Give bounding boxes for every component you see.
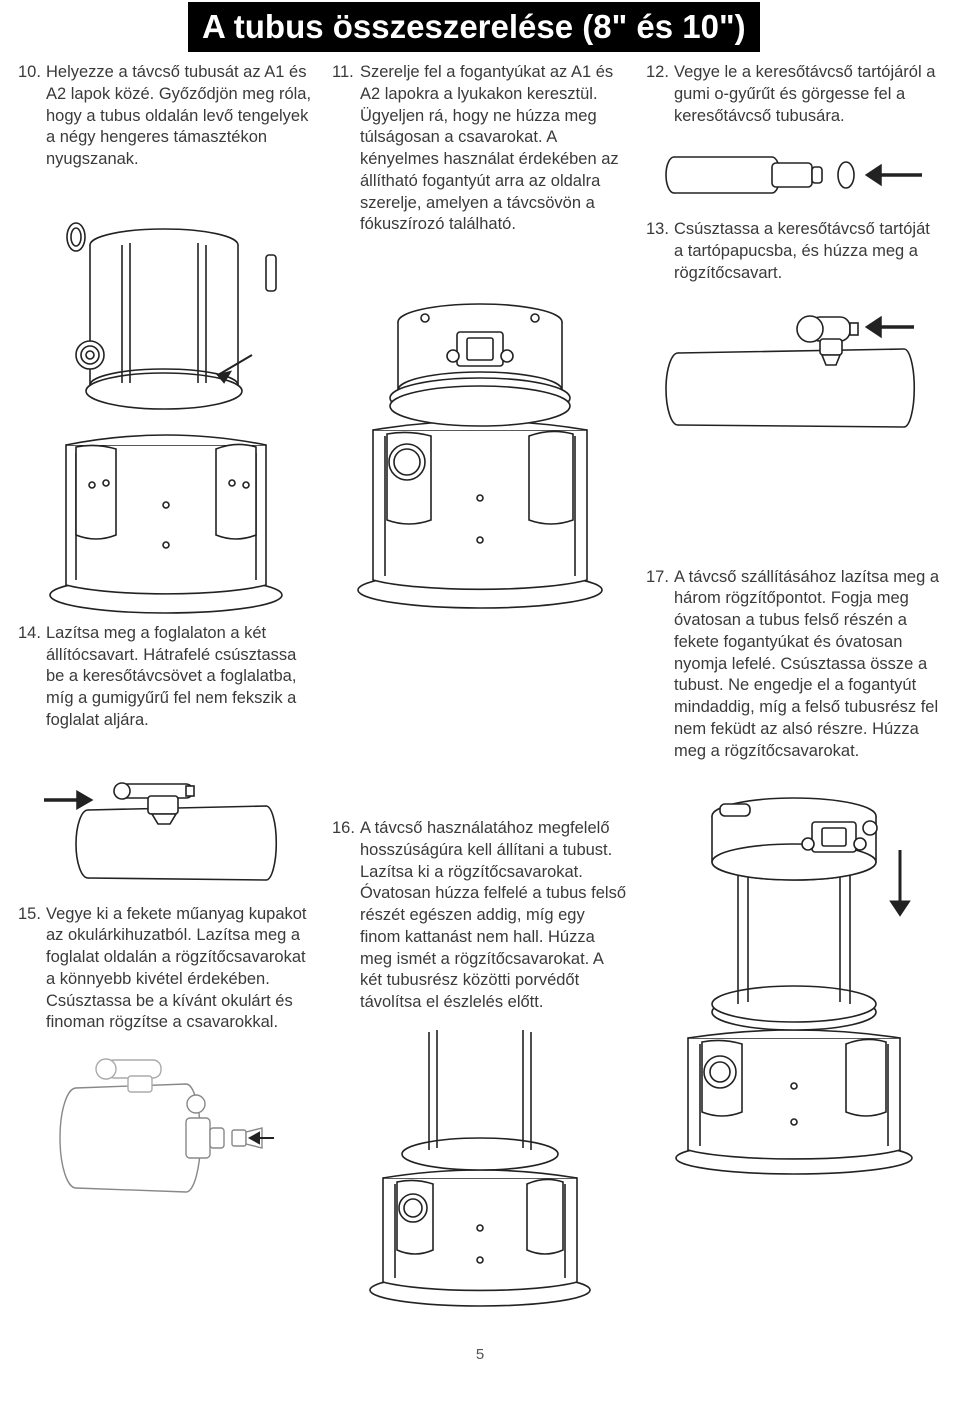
step-body: Vegye ki a fekete műanyag kupakot az oku…	[46, 904, 314, 1035]
instruction-columns: 10. Helyezze a távcső tubusát az A1 és A…	[18, 62, 942, 1316]
step-17: 17. A távcső szállításához lazítsa meg a…	[646, 567, 942, 763]
step-number: 15.	[18, 904, 46, 1035]
illustration-14	[36, 746, 296, 896]
step-number: 17.	[646, 567, 674, 763]
step-number: 10.	[18, 62, 46, 171]
step-body: A távcső szállításához lazítsa meg a hár…	[674, 567, 942, 763]
illustration-10	[36, 185, 296, 615]
illustration-13	[654, 299, 934, 439]
step-number: 11.	[332, 62, 360, 236]
step-12: 12. Vegye le a keresőtávcső tartójáról a…	[646, 62, 942, 127]
step-body: Lazítsa meg a foglalaton a két állítócsa…	[46, 623, 314, 732]
illustration-15	[36, 1048, 296, 1218]
step-body: Helyezze a távcső tubusát az A1 és A2 la…	[46, 62, 314, 171]
step-number: 12.	[646, 62, 674, 127]
column-right: 12. Vegye le a keresőtávcső tartójáról a…	[646, 62, 942, 1316]
illustration-17	[654, 776, 934, 1176]
step-14: 14. Lazítsa meg a foglalaton a két állít…	[18, 623, 314, 732]
column-left: 10. Helyezze a távcső tubusát az A1 és A…	[18, 62, 314, 1316]
step-body: Vegye le a keresőtávcső tartójáról a gum…	[674, 62, 942, 127]
step-body: Csúsztassa a keresőtávcső tartóját a tar…	[674, 219, 942, 284]
illustration-16	[345, 1028, 615, 1308]
step-16: 16. A távcső használatához megfelelő hos…	[332, 818, 628, 1014]
step-10: 10. Helyezze a távcső tubusát az A1 és A…	[18, 62, 314, 171]
step-body: A távcső használatához megfelelő hosszús…	[360, 818, 628, 1014]
illustration-11	[345, 250, 615, 610]
page-title: A tubus összeszerelése (8" és 10")	[188, 2, 760, 52]
step-15: 15. Vegye ki a fekete műanyag kupakot az…	[18, 904, 314, 1035]
step-number: 13.	[646, 219, 674, 284]
step-number: 16.	[332, 818, 360, 1014]
step-11: 11. Szerelje fel a fogantyúkat az A1 és …	[332, 62, 628, 236]
step-number: 14.	[18, 623, 46, 732]
column-middle: 11. Szerelje fel a fogantyúkat az A1 és …	[332, 62, 628, 1316]
step-13: 13. Csúsztassa a keresőtávcső tartóját a…	[646, 219, 942, 284]
illustration-12	[654, 141, 934, 211]
page-number: 5	[18, 1346, 942, 1363]
step-body: Szerelje fel a fogantyúkat az A1 és A2 l…	[360, 62, 628, 236]
